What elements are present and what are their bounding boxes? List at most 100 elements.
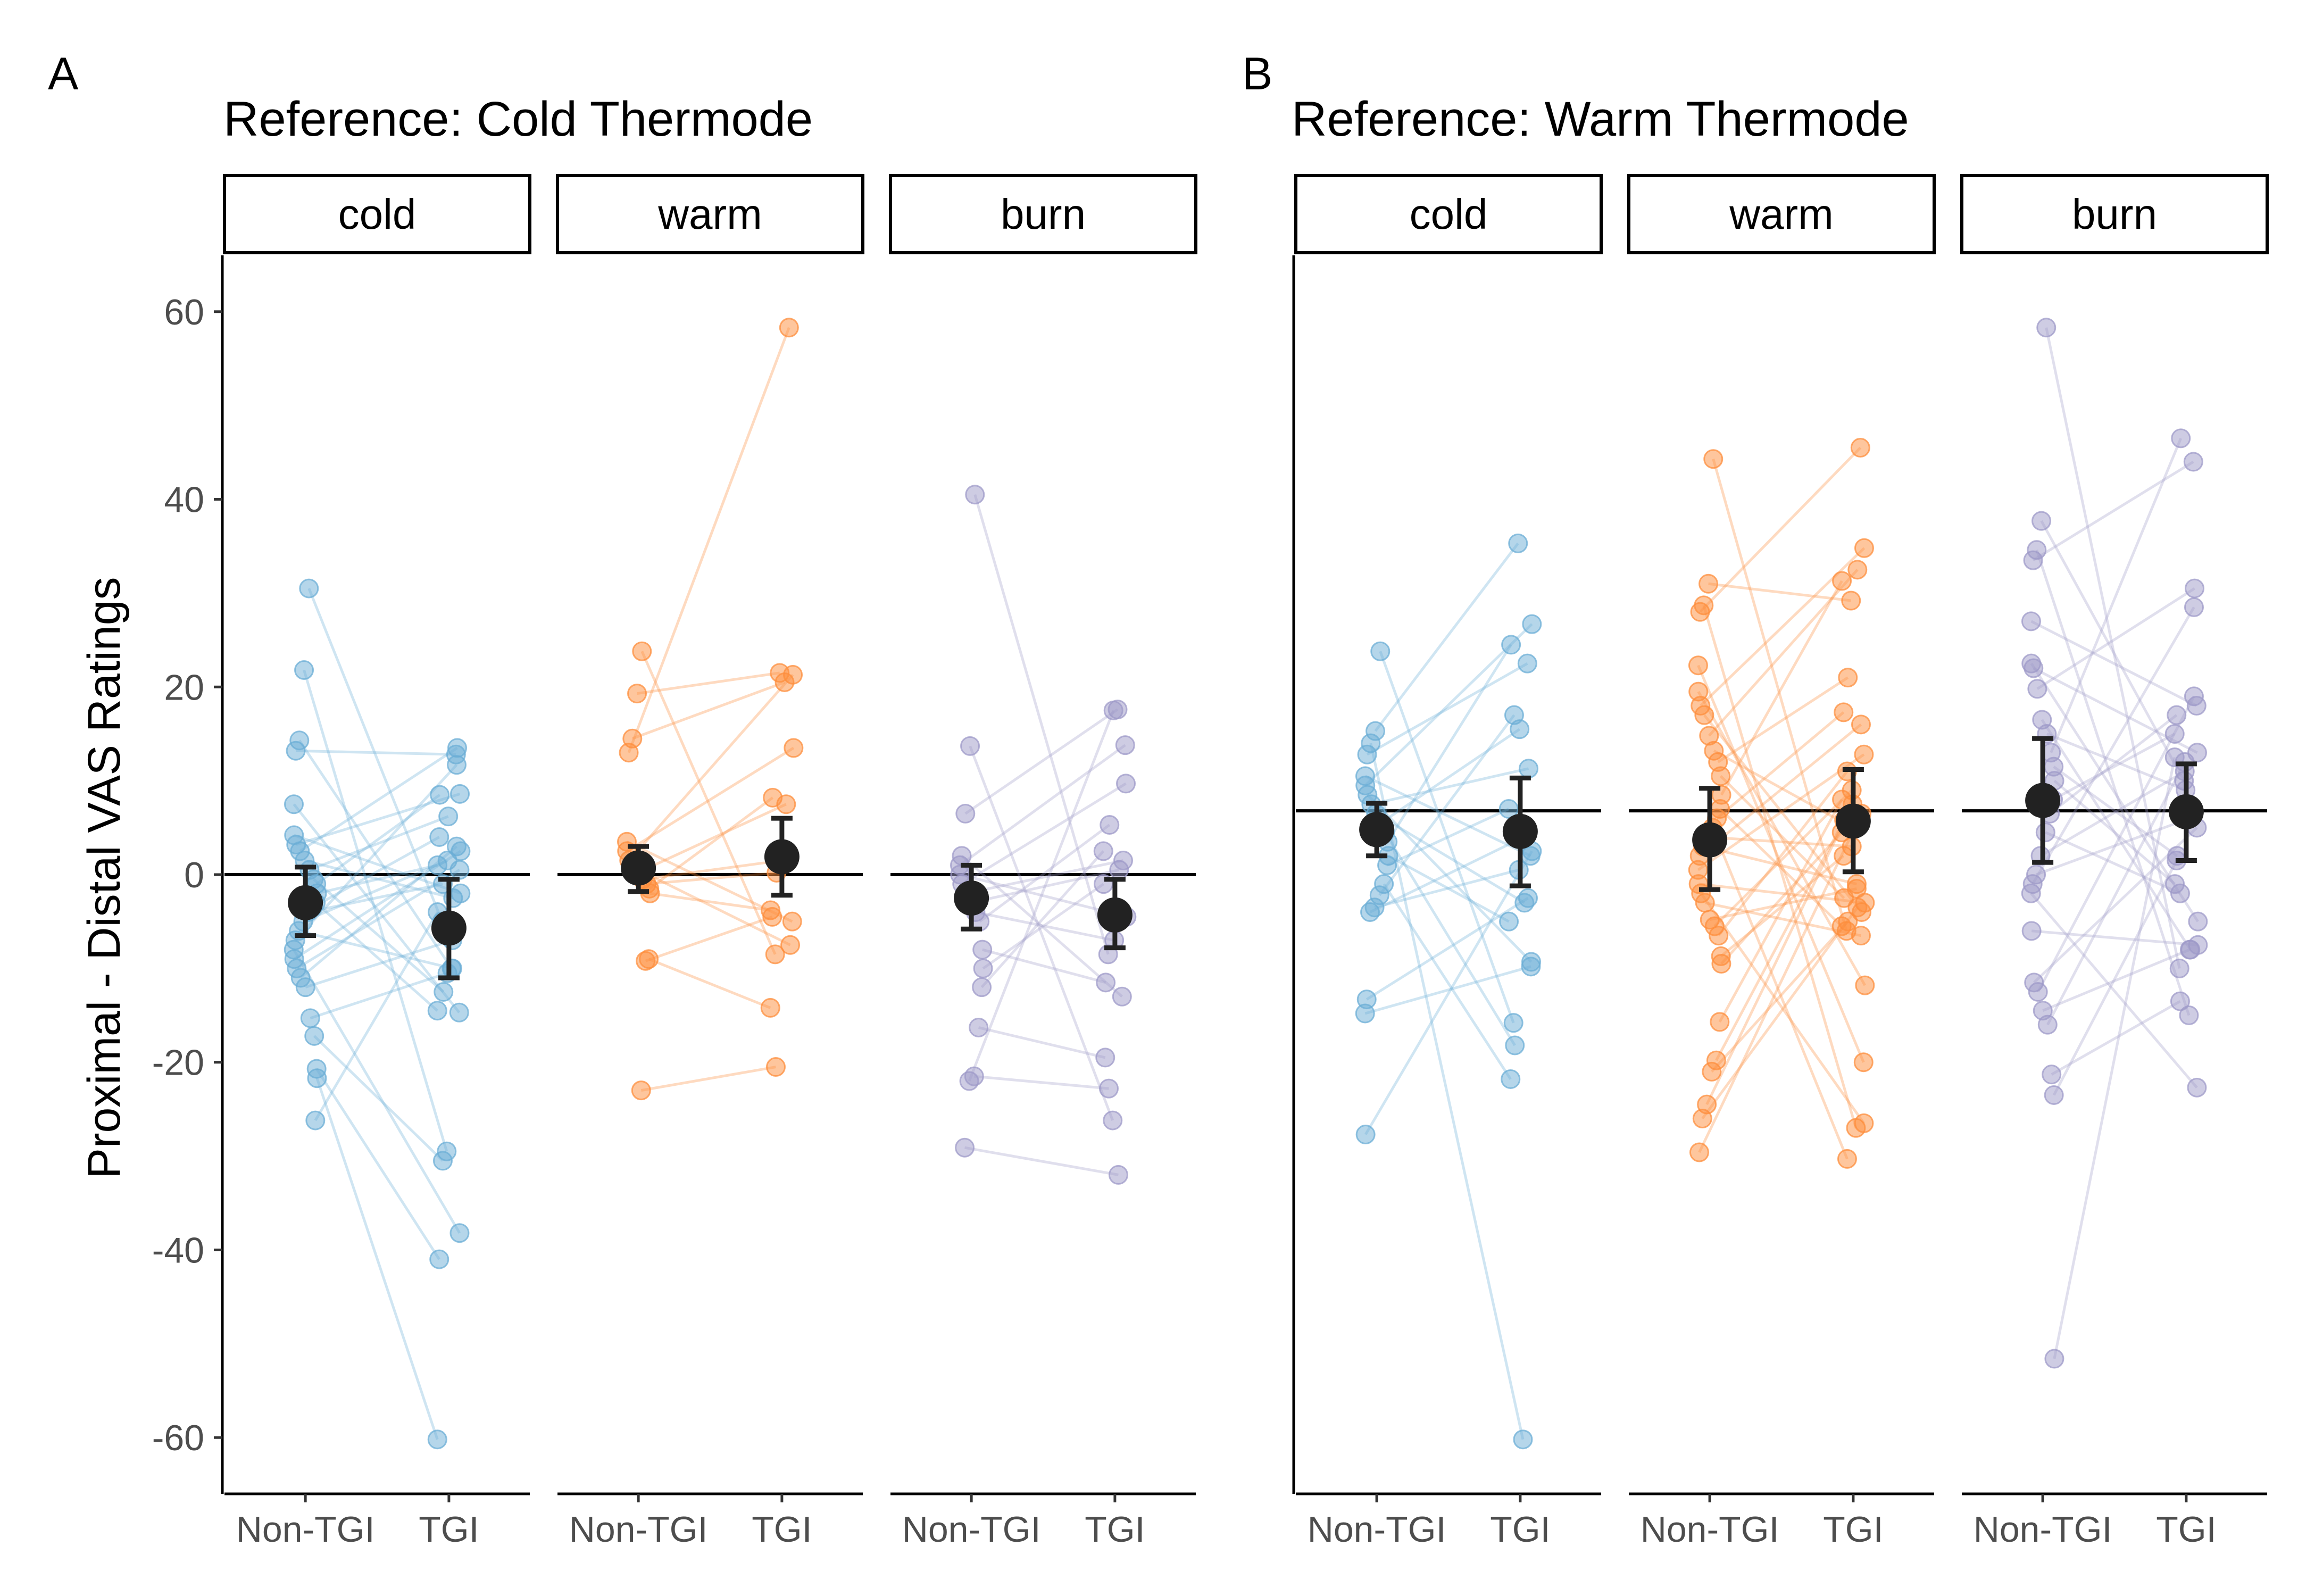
x-tick-label: Non-TGI <box>1641 1509 1779 1550</box>
subject-line <box>293 949 461 1234</box>
subject-line <box>1717 676 1849 763</box>
subject-line <box>1704 901 1861 937</box>
data-point-tgi <box>427 1001 447 1021</box>
subject-line <box>1364 965 1531 1015</box>
subject-line <box>975 911 1115 942</box>
facet-strip-label: cold <box>1410 190 1488 238</box>
data-point-tgi <box>1508 533 1528 553</box>
subject-line <box>1366 896 1529 1001</box>
data-point-tgi <box>782 911 802 932</box>
subject-line <box>1711 827 1849 1160</box>
data-point-tgi <box>450 784 470 804</box>
data-point-tgi <box>1841 591 1861 611</box>
y-axis-title: Proximal - Distal VAS Ratings <box>79 577 130 1178</box>
data-point-tgi <box>1854 538 1875 558</box>
facet-strip-label: burn <box>2072 190 2157 238</box>
data-point-tgi <box>1501 1069 1521 1089</box>
data-point-non-tgi <box>2028 982 2048 1002</box>
subject-line <box>648 796 774 890</box>
subject-line <box>640 651 777 955</box>
subject-line <box>1720 854 1845 958</box>
x-tick-label: TGI <box>1823 1509 1883 1550</box>
data-point-non-tgi <box>2037 1015 2058 1035</box>
data-point-non-tgi <box>619 743 639 763</box>
data-point-tgi <box>2188 911 2208 932</box>
data-point-tgi <box>1851 714 1871 735</box>
subject-line <box>2042 948 2191 1012</box>
subject-line <box>1387 854 1510 923</box>
data-point-tgi <box>430 785 450 805</box>
data-point-tgi <box>429 827 449 847</box>
data-point-tgi <box>1832 571 1852 591</box>
data-point-tgi <box>2171 428 2191 448</box>
y-tick-label: -40 <box>152 1230 204 1270</box>
data-point-non-tgi <box>972 940 993 960</box>
facet-warm: warm Non-TGI TGI <box>1627 174 1936 1550</box>
x-tick-label: Non-TGI <box>1974 1509 2112 1550</box>
subject-line <box>315 794 441 885</box>
subject-line <box>317 863 438 895</box>
subject-line <box>1698 883 1866 904</box>
data-point-tgi <box>1847 560 1868 580</box>
subject-line <box>970 868 1120 904</box>
data-point-tgi <box>2183 452 2203 472</box>
mean-point <box>2025 783 2061 818</box>
x-tick-label: TGI <box>1085 1509 1145 1550</box>
data-point-non-tgi <box>2036 318 2056 338</box>
data-point-tgi <box>1100 815 1120 835</box>
subject-line <box>626 746 795 853</box>
subject-line <box>1364 775 1531 857</box>
data-point-non-tgi <box>1360 902 1380 922</box>
subject-line <box>1366 662 1528 756</box>
data-point-tgi <box>438 807 459 827</box>
data-point-tgi <box>1518 888 1538 908</box>
data-point-tgi <box>1846 878 1867 899</box>
data-point-tgi <box>1115 735 1135 755</box>
data-point-non-tgi <box>1702 1061 1722 1082</box>
data-point-non-tgi <box>2044 1349 2064 1369</box>
data-point-non-tgi <box>1370 641 1391 661</box>
subject-line <box>1697 753 1865 871</box>
data-point-tgi <box>1851 926 1871 946</box>
data-point-non-tgi <box>965 485 985 505</box>
subject-line <box>1705 803 1854 1105</box>
data-point-tgi <box>1521 957 1541 977</box>
subject-line <box>640 1066 776 1092</box>
x-tick-label: Non-TGI <box>1308 1509 1446 1550</box>
data-point-non-tgi <box>1688 655 1708 676</box>
mean-point <box>621 850 656 886</box>
mean-point <box>1097 897 1133 933</box>
data-point-tgi <box>1103 1110 1123 1130</box>
subject-line <box>637 803 787 874</box>
data-point-tgi <box>2167 705 2187 725</box>
subject-line <box>1698 723 1862 857</box>
panel-letter-a: A <box>48 48 79 99</box>
subject-line <box>1699 446 1862 613</box>
subject-line <box>315 1077 439 1440</box>
data-point-non-tgi <box>631 1080 651 1101</box>
y-tick-label: 0 <box>184 855 204 895</box>
subject-line <box>1383 883 1512 1080</box>
mean-point <box>954 880 989 916</box>
subject-line <box>305 939 453 989</box>
subject-line <box>1716 711 1845 820</box>
y-tick-label: -20 <box>152 1043 204 1083</box>
subject-line <box>968 710 1115 1082</box>
subject-line <box>1709 887 1857 921</box>
subject-line <box>1703 714 1863 913</box>
subject-line <box>1719 775 1845 899</box>
subject-line <box>2045 327 2181 969</box>
data-point-tgi <box>1499 911 1519 932</box>
data-point-non-tgi <box>1709 926 1729 946</box>
subject-line <box>1380 728 1521 825</box>
data-point-tgi <box>1498 799 1519 819</box>
data-point-tgi <box>2184 597 2204 617</box>
facet-strip <box>1960 174 2269 254</box>
data-point-non-tgi <box>286 741 306 761</box>
data-point-tgi <box>427 1429 447 1450</box>
subject-line <box>2045 831 2181 895</box>
subject-line <box>2036 587 2195 690</box>
subject-line <box>2032 460 2194 562</box>
y-tick-label: 40 <box>164 480 204 520</box>
